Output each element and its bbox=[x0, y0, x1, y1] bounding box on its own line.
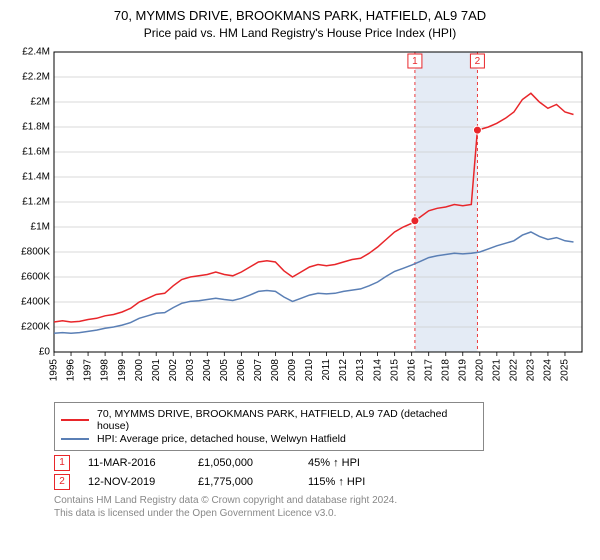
svg-text:£1.8M: £1.8M bbox=[22, 122, 50, 133]
svg-text:2003: 2003 bbox=[185, 359, 196, 382]
svg-text:1996: 1996 bbox=[66, 359, 77, 382]
svg-text:2023: 2023 bbox=[526, 359, 537, 382]
svg-text:2002: 2002 bbox=[168, 359, 179, 382]
svg-text:1997: 1997 bbox=[83, 359, 94, 382]
svg-text:1998: 1998 bbox=[100, 359, 111, 382]
svg-text:2010: 2010 bbox=[304, 359, 315, 382]
svg-text:2004: 2004 bbox=[202, 359, 213, 382]
sale-marker-icon: 2 bbox=[54, 474, 70, 490]
svg-text:1995: 1995 bbox=[49, 359, 60, 382]
svg-text:2011: 2011 bbox=[321, 359, 332, 381]
svg-text:2019: 2019 bbox=[457, 359, 468, 382]
svg-text:2005: 2005 bbox=[219, 359, 230, 382]
svg-text:2016: 2016 bbox=[406, 359, 417, 382]
footer-line: Contains HM Land Registry data © Crown c… bbox=[54, 494, 588, 507]
page-title: 70, MYMMS DRIVE, BROOKMANS PARK, HATFIEL… bbox=[12, 8, 588, 24]
sale-date: 11-MAR-2016 bbox=[88, 457, 198, 469]
sale-price: £1,775,000 bbox=[198, 476, 308, 488]
svg-text:2007: 2007 bbox=[253, 359, 264, 382]
svg-text:2015: 2015 bbox=[389, 359, 400, 382]
svg-text:2017: 2017 bbox=[423, 359, 434, 382]
svg-text:2012: 2012 bbox=[338, 359, 349, 382]
page-subtitle: Price paid vs. HM Land Registry's House … bbox=[12, 26, 588, 40]
svg-text:£1.2M: £1.2M bbox=[22, 197, 50, 208]
svg-text:2018: 2018 bbox=[440, 359, 451, 382]
sale-date: 12-NOV-2019 bbox=[88, 476, 198, 488]
svg-text:2024: 2024 bbox=[543, 359, 554, 382]
svg-text:2008: 2008 bbox=[270, 359, 281, 382]
svg-text:£600K: £600K bbox=[21, 272, 50, 283]
legend-label: HPI: Average price, detached house, Welw… bbox=[97, 433, 346, 445]
svg-text:£800K: £800K bbox=[21, 247, 50, 258]
svg-text:£2M: £2M bbox=[31, 97, 50, 108]
svg-text:2: 2 bbox=[475, 56, 481, 67]
chart-container: 70, MYMMS DRIVE, BROOKMANS PARK, HATFIEL… bbox=[0, 0, 600, 560]
svg-text:2001: 2001 bbox=[151, 359, 162, 382]
svg-text:£400K: £400K bbox=[21, 297, 50, 308]
svg-text:£0: £0 bbox=[39, 347, 51, 358]
svg-text:2021: 2021 bbox=[491, 359, 502, 382]
sale-row: 2 12-NOV-2019 £1,775,000 115% ↑ HPI bbox=[54, 474, 588, 490]
sale-price: £1,050,000 bbox=[198, 457, 308, 469]
svg-text:2020: 2020 bbox=[474, 359, 485, 382]
footer-line: This data is licensed under the Open Gov… bbox=[54, 507, 588, 520]
svg-text:£200K: £200K bbox=[21, 322, 50, 333]
sale-row: 1 11-MAR-2016 £1,050,000 45% ↑ HPI bbox=[54, 455, 588, 471]
svg-text:2000: 2000 bbox=[134, 359, 145, 382]
svg-text:2022: 2022 bbox=[509, 359, 520, 382]
svg-text:1999: 1999 bbox=[117, 359, 128, 382]
line-chart: £0 £200K £400K £600K £800K £1M £1.2M £1.4M £1.6M… bbox=[12, 46, 588, 396]
legend-item: 70, MYMMS DRIVE, BROOKMANS PARK, HATFIEL… bbox=[61, 408, 477, 432]
svg-text:1: 1 bbox=[412, 56, 418, 67]
sale-hpi: 115% ↑ HPI bbox=[308, 476, 408, 488]
legend-item: HPI: Average price, detached house, Welw… bbox=[61, 433, 477, 445]
legend: 70, MYMMS DRIVE, BROOKMANS PARK, HATFIEL… bbox=[54, 402, 484, 451]
sale-hpi: 45% ↑ HPI bbox=[308, 457, 408, 469]
legend-swatch bbox=[61, 438, 89, 440]
svg-text:2014: 2014 bbox=[372, 359, 383, 382]
footer-attribution: Contains HM Land Registry data © Crown c… bbox=[54, 494, 588, 520]
sale-marker-icon: 1 bbox=[54, 455, 70, 471]
svg-text:2009: 2009 bbox=[287, 359, 298, 382]
svg-text:2025: 2025 bbox=[560, 359, 571, 382]
svg-text:£1.6M: £1.6M bbox=[22, 147, 50, 158]
svg-text:2013: 2013 bbox=[355, 359, 366, 382]
svg-text:£1.4M: £1.4M bbox=[22, 172, 50, 183]
legend-label: 70, MYMMS DRIVE, BROOKMANS PARK, HATFIEL… bbox=[97, 408, 477, 432]
legend-swatch bbox=[61, 419, 89, 421]
svg-text:£1M: £1M bbox=[31, 222, 50, 233]
svg-text:£2.2M: £2.2M bbox=[22, 72, 50, 83]
svg-text:£2.4M: £2.4M bbox=[22, 47, 50, 58]
svg-text:2006: 2006 bbox=[236, 359, 247, 382]
chart-area: £0 £200K £400K £600K £800K £1M £1.2M £1.4M £1.6M… bbox=[12, 46, 588, 396]
